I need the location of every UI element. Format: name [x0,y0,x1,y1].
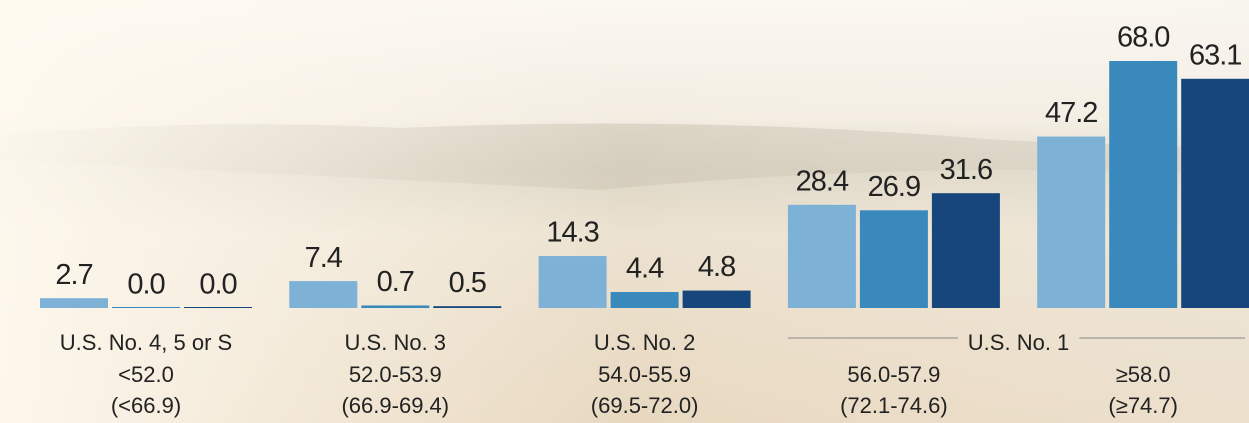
bar [433,306,502,308]
grade-label: U.S. No. 3 [345,330,446,355]
category-label: 56.0-57.9 [847,362,940,387]
bar [1109,61,1178,308]
value-label: 0.0 [199,269,236,301]
value-label: 68.0 [1117,22,1169,54]
grade-label: U.S. No. 4, 5 or S [60,330,232,355]
value-label: 7.4 [305,242,343,274]
bar [289,281,358,308]
bar [538,256,607,308]
category-sublabel: (72.1-74.6) [840,393,948,418]
value-label: 31.6 [940,154,992,186]
bar [859,210,928,308]
category-sublabel: (69.5-72.0) [591,393,699,418]
bar [931,193,1000,308]
bar [787,204,856,308]
plot: 2.7 7.4 14.3 28.4 47.2 0.0 0.7 4.4 26.9 68.0 0.0 0.… [40,22,1249,418]
bar [610,292,679,308]
category-label: ≥58.0 [1116,362,1171,387]
bar [184,307,252,308]
category-label: 54.0-55.9 [598,362,691,387]
value-label: 0.7 [377,266,414,298]
bar [112,307,180,308]
value-label: 26.9 [868,171,920,203]
bar [1037,136,1106,308]
value-label: 47.2 [1045,97,1097,129]
bar [682,290,751,308]
category-sublabel: (<66.9) [111,393,181,418]
bar [40,298,108,308]
bar [361,305,430,308]
grade-label: U.S. No. 1 [968,330,1069,355]
category-label: <52.0 [118,362,174,387]
value-label: 28.4 [796,165,849,197]
value-label: 2.7 [55,259,92,291]
value-label: 63.1 [1189,39,1241,71]
category-label: 52.0-53.9 [349,362,442,387]
value-label: 4.8 [698,251,735,283]
value-label: 4.4 [626,253,664,285]
value-label: 14.3 [546,217,598,249]
grade-label: U.S. No. 2 [594,330,695,355]
value-label: 0.5 [449,267,486,299]
category-sublabel: (≥74.7) [1108,393,1178,418]
bar [1181,78,1249,309]
category-sublabel: (66.9-69.4) [341,393,449,418]
value-label: 0.0 [127,269,164,301]
